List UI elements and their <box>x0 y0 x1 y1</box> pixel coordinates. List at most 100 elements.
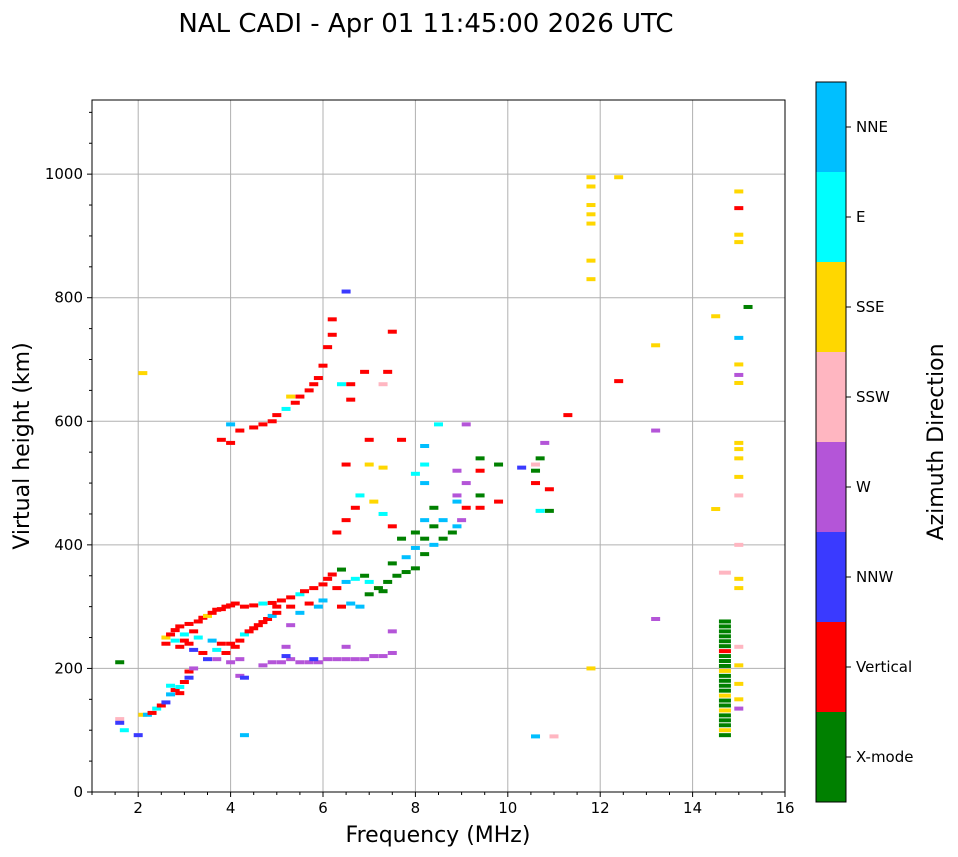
data-point <box>420 552 430 557</box>
data-point <box>341 518 351 523</box>
data-point <box>718 673 731 678</box>
data-point <box>313 604 323 609</box>
data-point <box>290 400 300 405</box>
y-tick-label: 400 <box>54 536 83 554</box>
data-point <box>429 524 439 529</box>
data-point <box>239 733 249 738</box>
data-point <box>170 638 180 643</box>
data-point <box>184 641 194 646</box>
y-tick-label: 600 <box>54 412 83 430</box>
x-tick-label: 4 <box>226 799 236 817</box>
data-point <box>718 693 731 698</box>
data-point <box>332 586 342 591</box>
data-point <box>341 644 351 649</box>
data-point <box>475 456 485 461</box>
data-point <box>586 221 596 226</box>
data-point <box>336 567 346 572</box>
data-point <box>198 615 208 620</box>
data-point <box>734 644 744 649</box>
data-point <box>198 650 208 655</box>
data-point <box>203 613 212 618</box>
data-point <box>586 258 596 263</box>
data-point <box>350 657 360 662</box>
data-point <box>189 629 199 634</box>
data-point <box>734 240 744 245</box>
colorbar: X-mode Vertical NNW W SSW SSE E NNE <box>815 81 913 803</box>
data-point <box>429 542 439 547</box>
data-point <box>734 697 744 702</box>
colorbar-segment-nnw <box>816 532 846 622</box>
data-point <box>295 394 305 399</box>
y-tick-label: 1000 <box>45 165 83 183</box>
data-point <box>152 706 162 711</box>
colorbar-label-vertical: Vertical <box>856 658 912 676</box>
data-point <box>235 638 245 643</box>
data-points <box>115 175 753 739</box>
data-point <box>161 700 171 705</box>
colorbar-segment-e <box>816 172 846 262</box>
data-point <box>170 628 180 633</box>
data-point <box>216 641 226 646</box>
data-point <box>226 641 236 646</box>
data-point <box>341 657 351 662</box>
data-point <box>161 635 171 640</box>
data-point <box>718 708 731 713</box>
data-point <box>318 582 328 587</box>
data-point <box>226 422 236 427</box>
data-point <box>184 621 194 626</box>
data-point <box>397 536 407 541</box>
data-point <box>718 733 731 738</box>
data-point <box>734 663 744 668</box>
data-point <box>304 601 314 606</box>
colorbar-label-nne: NNE <box>856 118 888 136</box>
data-point <box>420 518 430 523</box>
data-point <box>138 371 148 376</box>
data-point <box>387 629 397 634</box>
data-point <box>718 634 731 639</box>
x-tick-label: 16 <box>775 799 794 817</box>
data-point <box>300 589 310 594</box>
data-point <box>166 632 176 637</box>
data-point <box>378 511 388 516</box>
x-tick-label: 12 <box>591 799 610 817</box>
data-point <box>718 649 731 654</box>
colorbar-label-sse: SSE <box>856 298 885 316</box>
data-point <box>221 604 231 609</box>
data-point <box>115 660 125 665</box>
data-point <box>563 413 573 418</box>
data-point <box>226 440 236 445</box>
data-point <box>718 629 731 634</box>
data-point <box>378 589 388 594</box>
data-point <box>258 601 268 606</box>
data-point <box>397 437 407 442</box>
data-point <box>734 447 744 452</box>
data-point <box>313 660 323 665</box>
y-tick-label: 200 <box>54 659 83 677</box>
data-point <box>718 683 731 688</box>
data-point <box>212 647 222 652</box>
data-point <box>189 647 199 652</box>
data-point <box>179 638 189 643</box>
data-point <box>207 638 217 643</box>
data-point <box>156 703 166 708</box>
data-point <box>235 428 245 433</box>
data-point <box>323 345 333 350</box>
data-point <box>401 570 411 575</box>
data-point <box>267 419 277 424</box>
data-point <box>175 684 185 689</box>
data-point <box>383 579 393 584</box>
data-point <box>586 666 596 671</box>
data-point <box>461 481 471 486</box>
data-point <box>258 422 268 427</box>
data-point <box>718 639 731 644</box>
colorbar-segment-ssw <box>816 352 846 442</box>
data-point <box>286 623 296 628</box>
data-point <box>734 206 744 211</box>
data-point <box>258 620 268 625</box>
data-point <box>586 203 596 208</box>
data-point <box>420 481 430 486</box>
colorbar-segment-sse <box>816 262 846 352</box>
data-point <box>586 184 596 189</box>
data-point <box>184 669 194 674</box>
data-point <box>711 314 721 319</box>
